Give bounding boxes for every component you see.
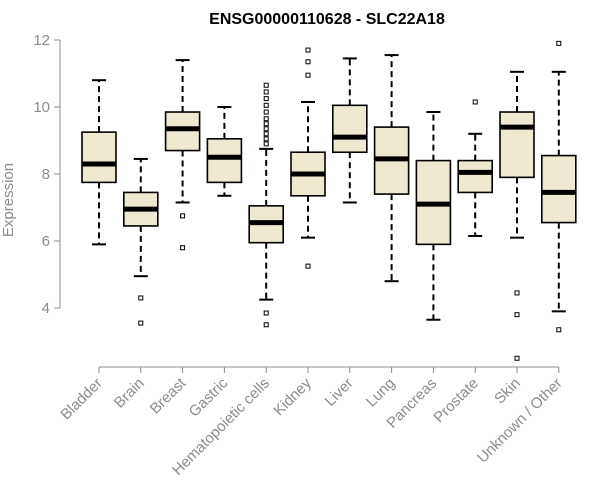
box-hematopoietic-cells — [248, 82, 284, 328]
iqr-box — [457, 159, 494, 194]
outlier-point — [263, 126, 269, 132]
outlier-point — [180, 213, 186, 219]
box-brain — [123, 157, 159, 326]
outlier-point — [514, 312, 520, 318]
box-lung — [373, 54, 410, 283]
box-pancreas — [415, 111, 452, 321]
outlier-point — [138, 320, 144, 326]
iqr-box — [164, 111, 201, 152]
box-gastric — [206, 106, 243, 197]
y-axis-label: Expression — [0, 163, 17, 237]
box-bladder — [81, 79, 117, 246]
outlier-point — [305, 72, 311, 78]
x-tick-label: Brain — [111, 375, 148, 412]
y-tick-label: 4 — [42, 300, 50, 317]
outlier-point — [263, 96, 269, 102]
outlier-point — [556, 40, 562, 46]
box-kidney — [290, 47, 326, 269]
outlier-point — [556, 327, 562, 333]
y-tick-label: 12 — [33, 32, 50, 49]
outlier-point — [263, 310, 269, 316]
outlier-point — [263, 131, 269, 137]
x-tick-label: Breast — [147, 374, 190, 417]
chart-title: ENSG00000110628 - SLC22A18 — [209, 11, 445, 28]
outlier-point — [263, 141, 269, 147]
boxes — [81, 40, 577, 361]
iqr-box — [540, 154, 577, 224]
x-tick-label: Liver — [322, 375, 357, 410]
iqr-box — [331, 104, 368, 154]
y-axis: 4 6 8 10 12 — [33, 32, 61, 317]
x-tick-label: Lung — [363, 375, 399, 411]
outlier-point — [263, 109, 269, 115]
outlier-point — [305, 47, 311, 53]
outlier-point — [138, 295, 144, 301]
x-tick-label: Kidney — [270, 374, 315, 419]
y-tick-label: 6 — [42, 233, 50, 250]
iqr-box — [81, 131, 117, 184]
iqr-box — [206, 138, 243, 184]
outlier-point — [263, 89, 269, 95]
box-breast — [164, 59, 201, 251]
outlier-point — [263, 322, 269, 328]
outlier-point — [263, 82, 269, 88]
outlier-point — [180, 245, 186, 251]
outlier-point — [263, 116, 269, 122]
outlier-point — [263, 136, 269, 142]
box-liver — [331, 57, 368, 204]
box-skin — [499, 70, 535, 361]
y-tick-label: 10 — [33, 99, 50, 116]
x-tick-label: Bladder — [57, 375, 106, 424]
outlier-point — [305, 59, 311, 65]
outlier-point — [263, 121, 269, 127]
iqr-box — [499, 111, 535, 179]
outlier-point — [514, 355, 520, 361]
y-tick-label: 8 — [42, 166, 50, 183]
x-tick-label: Prostate — [430, 375, 482, 427]
x-tick-label: Skin — [491, 375, 524, 408]
box-prostate — [457, 99, 494, 237]
box-unknown-other — [540, 40, 577, 333]
outlier-point — [514, 290, 520, 296]
outlier-point — [472, 99, 478, 105]
outlier-point — [263, 102, 269, 108]
outlier-point — [305, 263, 311, 269]
